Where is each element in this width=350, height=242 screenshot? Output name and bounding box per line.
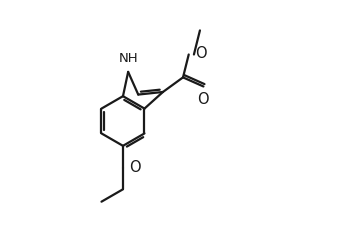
Text: O: O [129, 160, 140, 175]
Text: NH: NH [118, 52, 138, 65]
Text: O: O [195, 46, 207, 61]
Text: O: O [198, 92, 209, 107]
